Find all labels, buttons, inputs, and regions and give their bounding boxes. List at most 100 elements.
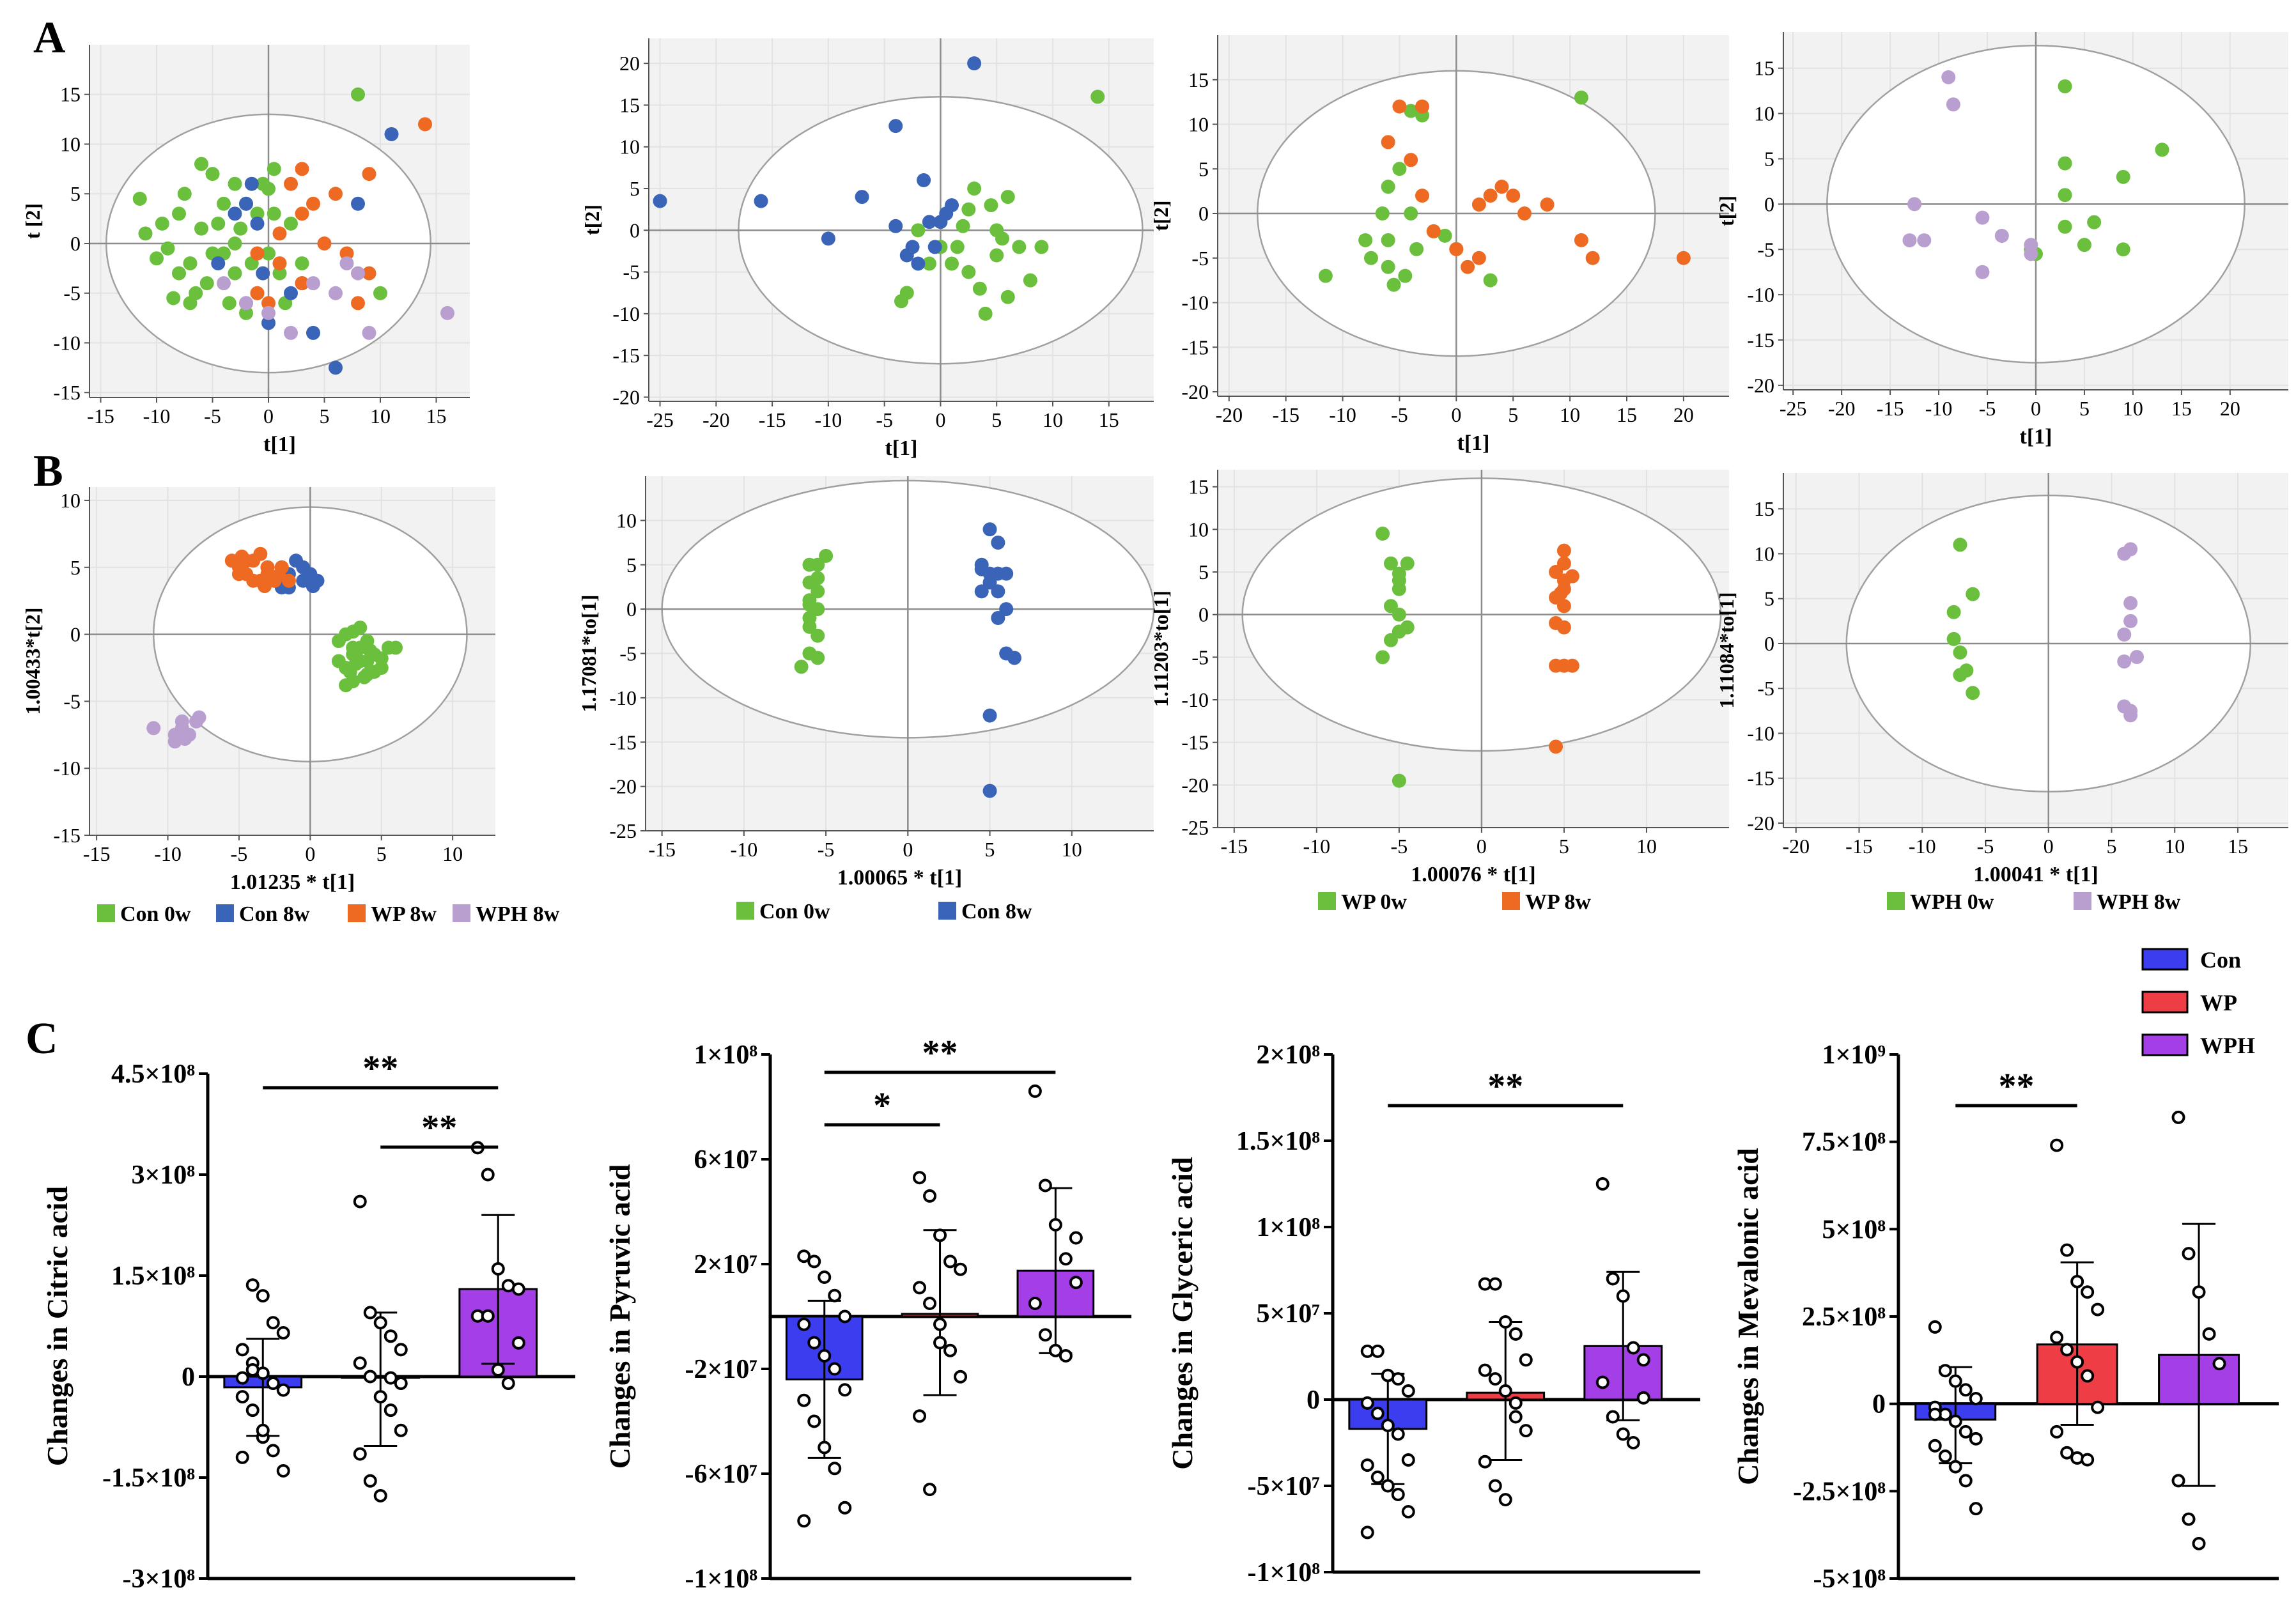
y-axis-label: Changes in Mevalonic acid — [1732, 1148, 1764, 1485]
x-tick-label: 10 — [370, 405, 391, 428]
data-point-wp — [363, 1370, 377, 1384]
data-point-con-8w — [239, 196, 253, 211]
data-point-wph-8w — [1975, 265, 1990, 279]
data-point-wp — [2050, 1425, 2064, 1439]
data-point-wp — [2070, 1274, 2084, 1288]
data-point-wph-8w — [351, 266, 365, 281]
x-tick-label: -10 — [1303, 835, 1331, 858]
data-point-wp — [1509, 1327, 1523, 1341]
data-point-wph — [1626, 1436, 1640, 1449]
x-tick-label: -5 — [876, 408, 893, 431]
y-tick-label: 10 — [1754, 542, 1774, 565]
x-tick-label: -15 — [87, 405, 114, 428]
y-tick-label: 5 — [1764, 147, 1774, 170]
data-point-con — [245, 1278, 260, 1292]
data-point-wph — [1028, 1297, 1042, 1310]
data-point-wp-8w — [362, 167, 376, 181]
data-point-wp-8w — [1517, 206, 1532, 221]
data-point-wp-8w — [306, 196, 320, 211]
data-point-wp — [394, 1343, 408, 1357]
data-point-wph — [1606, 1410, 1620, 1424]
data-point-con-0w — [389, 640, 403, 655]
x-tick-label: -5 — [1979, 397, 1996, 420]
y-tick-label: -15 — [53, 381, 81, 404]
data-point-wph — [1626, 1341, 1640, 1355]
data-point-wph — [1059, 1252, 1073, 1266]
y-tick-label: -2.5×10⁸ — [1793, 1477, 1886, 1506]
data-point-con-8w — [945, 198, 959, 213]
x-tick-label: 0 — [1451, 403, 1461, 426]
y-tick-label: 0 — [1764, 192, 1774, 215]
data-point-wp-8w — [1415, 189, 1429, 203]
plot-b2: -15 -10 -5 0 5 10 -25 -20 -15 -10 -5 0 5 10 1.00065 * … — [577, 476, 1155, 890]
y-tick-label: -10 — [1747, 722, 1774, 745]
data-point-wph — [1038, 1328, 1052, 1342]
data-point-con-0w — [894, 294, 908, 309]
data-point-con-0w — [348, 656, 363, 671]
y-tick-label: -15 — [609, 730, 637, 753]
significance-label: ** — [1998, 1067, 2034, 1106]
data-point-wp-8w — [1540, 197, 1555, 212]
data-point-con-0w — [373, 286, 387, 300]
x-tick-label: 5 — [320, 405, 330, 428]
data-point-wph-8w — [284, 325, 298, 340]
data-point-wph — [1616, 1427, 1630, 1441]
data-point-wp-0w — [1392, 773, 1406, 788]
y-tick-label: -5×10⁷ — [1247, 1472, 1320, 1501]
data-point-con-0w — [172, 266, 186, 281]
data-point-wp — [2081, 1369, 2095, 1383]
x-tick-label: 5 — [991, 408, 1002, 431]
y-tick-label: -20 — [612, 385, 640, 408]
data-point-con-0w — [284, 216, 298, 231]
legend-label-wp0: WP 0w — [1341, 890, 1407, 914]
data-point-con-0w — [802, 619, 817, 634]
y-tick-label: 10 — [616, 509, 637, 532]
data-point-con-8w — [244, 176, 259, 191]
data-point-wp — [923, 1297, 937, 1310]
x-axis-label: 1.01235 * t[1] — [230, 870, 355, 894]
data-point-con — [245, 1403, 260, 1417]
data-point-wph — [1048, 1218, 1062, 1232]
data-point-wph-0w — [2058, 219, 2072, 234]
data-point-con — [838, 1383, 852, 1397]
data-point-wp-0w — [1375, 206, 1390, 221]
data-point-con-0w — [1012, 240, 1027, 254]
data-point-con — [1959, 1474, 1973, 1488]
data-point-con-8w — [974, 562, 989, 576]
x-tick-label: 0 — [305, 842, 315, 865]
legend-label-wp8: WP 8w — [1525, 890, 1591, 914]
data-point-wp — [933, 1317, 947, 1331]
y-tick-label: 1×10⁸ — [694, 1040, 757, 1070]
data-point-wp-0w — [1381, 233, 1395, 247]
x-tick-label: -5 — [1391, 403, 1408, 426]
x-tick-label: -10 — [731, 838, 758, 861]
data-point-wp-8w — [231, 567, 246, 582]
y-axis-label: Changes in Pyruvic acid — [603, 1164, 636, 1469]
significance-label: ** — [421, 1108, 457, 1148]
data-point-wp-0w — [1376, 650, 1390, 665]
data-point-wp-8w — [260, 560, 275, 575]
data-point-wp-0w — [1358, 233, 1373, 247]
data-point-con — [797, 1393, 811, 1407]
data-point-wph-8w — [2123, 708, 2138, 723]
data-point-con — [828, 1362, 842, 1376]
data-point-con-8w — [982, 784, 997, 798]
data-point-wp-8w — [1392, 99, 1407, 114]
data-point-con-0w — [819, 548, 834, 563]
data-point-con — [1928, 1439, 1942, 1453]
data-point-con — [276, 1463, 290, 1478]
data-point-con-0w — [217, 196, 231, 211]
data-point-con — [1969, 1502, 1983, 1516]
x-tick-label: 15 — [1099, 408, 1119, 431]
data-point-con — [797, 1514, 811, 1528]
data-point-wp-0w — [1392, 566, 1406, 581]
data-point-wp-8w — [1553, 586, 1568, 601]
data-point-con — [245, 1363, 260, 1377]
data-point-wp-0w — [1381, 259, 1395, 274]
data-point-wp-8w — [339, 246, 354, 261]
significance-label: ** — [1487, 1067, 1523, 1106]
data-point-con — [1959, 1383, 1973, 1397]
data-point-wp — [2060, 1243, 2074, 1257]
x-tick-label: 0 — [2031, 397, 2041, 420]
y-tick-label: 0 — [70, 232, 81, 255]
